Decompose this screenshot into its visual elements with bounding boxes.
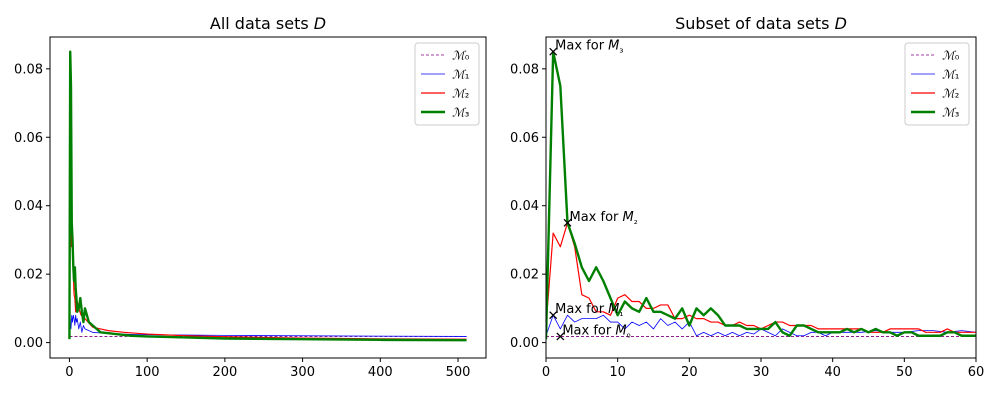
series-group <box>546 50 976 340</box>
legend-box <box>904 42 970 126</box>
y-tick-label: 0.06 <box>510 131 539 146</box>
legend-label-m2: ℳ₂ <box>942 87 959 101</box>
legend-label-m1: ℳ₁ <box>942 68 959 82</box>
y-tick-label: 0.06 <box>14 131 43 146</box>
x-tick-label: 400 <box>368 365 393 380</box>
annotation-marker <box>563 218 572 227</box>
legend-label-m2: ℳ₂ <box>452 87 469 101</box>
x-tick-label: 20 <box>681 365 698 380</box>
x-tick-label: 50 <box>896 365 913 380</box>
annotation-marker <box>549 311 558 320</box>
x-tick-label: 10 <box>609 365 626 380</box>
legend-label-m3: ℳ₃ <box>452 106 469 120</box>
legend-label-m3: ℳ₃ <box>942 106 959 120</box>
x-tick-label: 200 <box>212 365 237 380</box>
series-group <box>68 50 467 342</box>
y-tick-label: 0.00 <box>14 336 43 351</box>
y-tick-label: 0.04 <box>14 199 43 214</box>
annotation-max-for-m: Max for M₂ <box>570 210 638 227</box>
chart-all-data-sets: 0 100 200 300 400 500 0.00 0.02 0.04 0.06 0.08 All … <box>14 14 487 380</box>
x-tick-label: 0 <box>65 365 73 380</box>
annotation-max-for-m: Max for M₁ <box>555 302 623 319</box>
plot-frame <box>49 36 487 359</box>
legend-label-m1: ℳ₁ <box>452 68 469 82</box>
annotation-max-for-m: Max for M₃ <box>555 39 623 56</box>
legend-box <box>414 42 480 126</box>
legend-label-m0: ℳ₀ <box>942 49 960 63</box>
series-line-m3 <box>546 50 976 340</box>
y-tick-label: 0.00 <box>510 336 539 351</box>
y-tick-label: 0.02 <box>510 268 539 283</box>
legend: ℳ₀ ℳ₁ ℳ₂ ℳ₃ <box>904 42 970 126</box>
x-tick-label: 100 <box>135 365 160 380</box>
annotation-marker <box>556 332 565 341</box>
y-tick-label: 0.04 <box>510 199 539 214</box>
x-tick-label: 40 <box>824 365 841 380</box>
y-tick-label: 0.08 <box>510 62 539 77</box>
series-line-m3 <box>68 50 467 342</box>
x-tick-label: 500 <box>446 365 471 380</box>
chart-title: Subset of data sets D <box>675 14 847 33</box>
y-tick-label: 0.08 <box>14 62 43 77</box>
x-tick-label: 60 <box>968 365 985 380</box>
legend-label-m0: ℳ₀ <box>452 49 470 63</box>
annotation-marker <box>549 47 558 56</box>
x-tick-label: 300 <box>290 365 315 380</box>
y-tick-label: 0.02 <box>14 268 43 283</box>
x-tick-label: 30 <box>753 365 770 380</box>
chart-subset-of-data-sets: 0 10 20 30 40 50 60 0.00 0.02 0.04 0.06 0.08 Subset … <box>510 14 984 380</box>
x-tick-label: 0 <box>542 365 550 380</box>
chart-title: All data sets D <box>210 14 326 33</box>
legend: ℳ₀ ℳ₁ ℳ₂ ℳ₃ <box>414 42 480 126</box>
annotation-max-for-m: Max for M₀ <box>562 323 630 340</box>
